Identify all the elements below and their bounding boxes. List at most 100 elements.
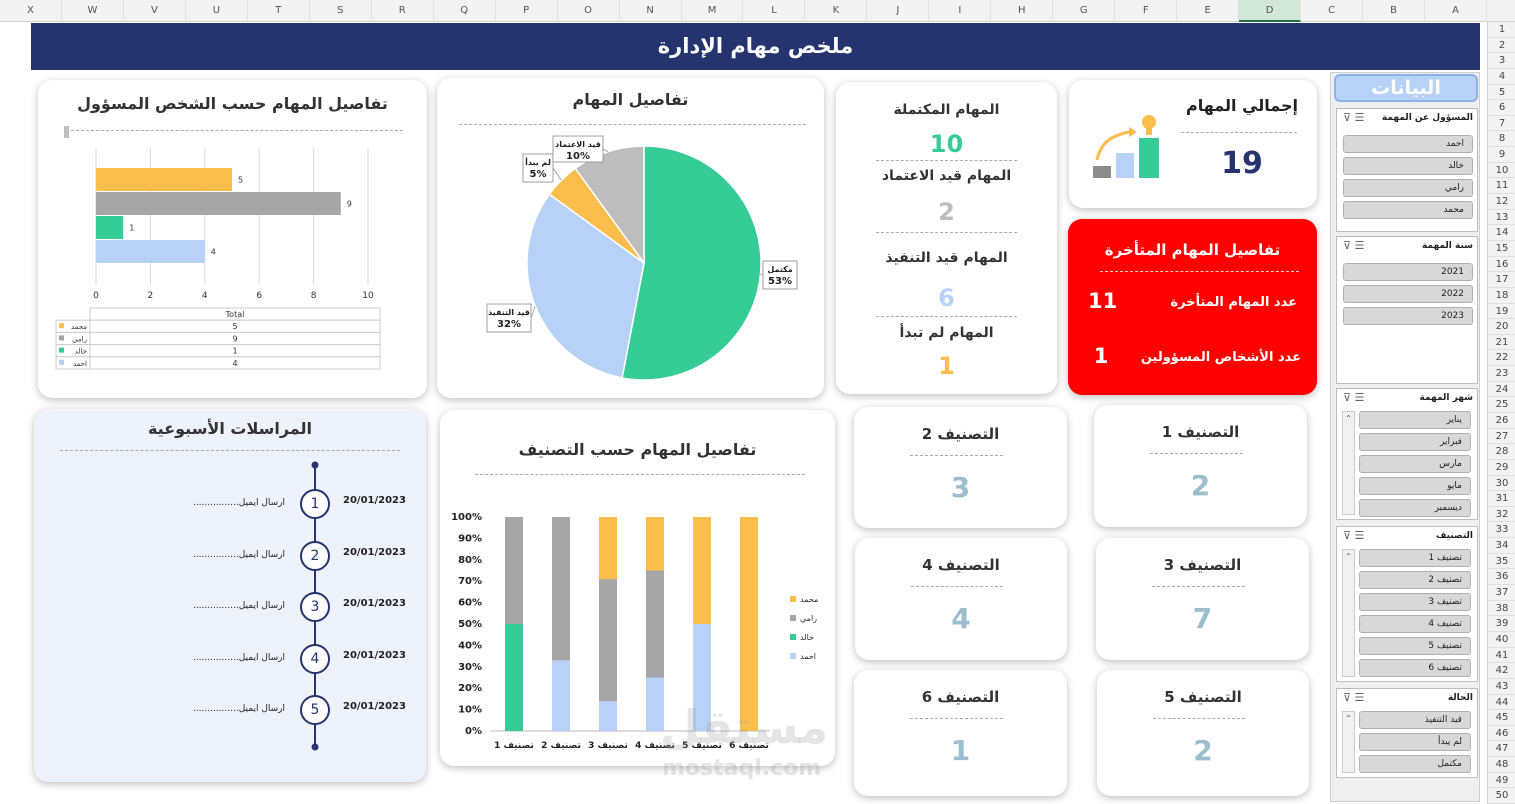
slicer-item[interactable]: مكتمل xyxy=(1359,755,1471,773)
column-header-W[interactable]: W xyxy=(62,0,124,22)
row-header-37[interactable]: 37 xyxy=(1488,585,1515,601)
row-header-26[interactable]: 26 xyxy=(1488,413,1515,429)
slicer-item[interactable]: تصنيف 2 xyxy=(1359,571,1471,589)
row-header-22[interactable]: 22 xyxy=(1488,350,1515,367)
row-header-11[interactable]: 11 xyxy=(1488,178,1515,195)
row-header-25[interactable]: 25 xyxy=(1488,397,1515,413)
row-header-32[interactable]: 32 xyxy=(1488,507,1515,523)
row-header-34[interactable]: 34 xyxy=(1488,538,1515,554)
slicer-item[interactable]: 2021 xyxy=(1343,263,1473,281)
slicer-item[interactable]: تصنيف 3 xyxy=(1359,593,1471,611)
column-header-H[interactable]: H xyxy=(991,0,1054,22)
row-header-9[interactable]: 9 xyxy=(1488,147,1515,163)
slicer-item[interactable]: تصنيف 5 xyxy=(1359,637,1471,655)
slicer-item[interactable]: تصنيف 1 xyxy=(1359,549,1471,567)
slicer-item[interactable]: مارس xyxy=(1359,455,1471,473)
row-header-15[interactable]: 15 xyxy=(1488,241,1515,257)
filter-clear-icon[interactable]: ⊽ ☰ xyxy=(1343,239,1365,252)
row-header-46[interactable]: 46 xyxy=(1488,726,1515,742)
column-header-P[interactable]: P xyxy=(496,0,558,22)
slicer-item[interactable]: تصنيف 4 xyxy=(1359,615,1471,633)
row-header-2[interactable]: 2 xyxy=(1488,38,1515,54)
column-header-D[interactable]: D xyxy=(1239,0,1302,22)
row-header-29[interactable]: 29 xyxy=(1488,460,1515,476)
row-header-21[interactable]: 21 xyxy=(1488,335,1515,351)
row-header-12[interactable]: 12 xyxy=(1488,194,1515,210)
column-header-N[interactable]: N xyxy=(620,0,682,22)
row-header-6[interactable]: 6 xyxy=(1488,100,1515,116)
slicer-item[interactable]: تصنيف 6 xyxy=(1359,659,1471,677)
row-header-5[interactable]: 5 xyxy=(1488,85,1515,101)
column-header-K[interactable]: K xyxy=(805,0,868,22)
row-header-48[interactable]: 48 xyxy=(1488,757,1515,773)
row-header-23[interactable]: 23 xyxy=(1488,366,1515,382)
row-header-27[interactable]: 27 xyxy=(1488,429,1515,445)
scrollbar[interactable]: ⌃ xyxy=(1342,549,1355,677)
row-header-38[interactable]: 38 xyxy=(1488,601,1515,617)
row-header-7[interactable]: 7 xyxy=(1488,116,1515,132)
row-header-3[interactable]: 3 xyxy=(1488,53,1515,69)
column-header-A[interactable]: A xyxy=(1425,0,1487,22)
slicer-item[interactable]: قيد التنفيذ xyxy=(1359,711,1471,729)
row-header-4[interactable]: 4 xyxy=(1488,69,1515,85)
row-header-42[interactable]: 42 xyxy=(1488,663,1515,679)
row-header-50[interactable]: 50 xyxy=(1488,788,1515,804)
filter-clear-icon[interactable]: ⊽ ☰ xyxy=(1343,391,1365,404)
slicer-item[interactable]: فبراير xyxy=(1359,433,1471,451)
row-header-40[interactable]: 40 xyxy=(1488,632,1515,648)
row-header-41[interactable]: 41 xyxy=(1488,648,1515,664)
column-header-S[interactable]: S xyxy=(310,0,372,22)
row-header-44[interactable]: 44 xyxy=(1488,695,1515,711)
column-header-B[interactable]: B xyxy=(1363,0,1426,22)
column-header-M[interactable]: M xyxy=(682,0,744,22)
filter-clear-icon[interactable]: ⊽ ☰ xyxy=(1343,529,1365,542)
filter-clear-icon[interactable]: ⊽ ☰ xyxy=(1343,691,1365,704)
row-header-36[interactable]: 36 xyxy=(1488,569,1515,586)
row-header-13[interactable]: 13 xyxy=(1488,210,1515,226)
column-header-E[interactable]: E xyxy=(1177,0,1240,22)
row-header-33[interactable]: 33 xyxy=(1488,522,1515,539)
column-header-G[interactable]: G xyxy=(1053,0,1116,22)
row-header-47[interactable]: 47 xyxy=(1488,741,1515,758)
slicer-item[interactable]: خالد xyxy=(1343,157,1473,175)
row-header-1[interactable]: 1 xyxy=(1488,22,1515,38)
column-header-I[interactable]: I xyxy=(929,0,992,22)
row-header-14[interactable]: 14 xyxy=(1488,225,1515,241)
column-header-X[interactable]: X xyxy=(0,0,62,22)
row-header-18[interactable]: 18 xyxy=(1488,288,1515,304)
slicer-item[interactable]: مايو xyxy=(1359,477,1471,495)
filter-clear-icon[interactable]: ⊽ ☰ xyxy=(1343,111,1365,124)
scrollbar[interactable]: ⌃ xyxy=(1342,711,1355,773)
column-header-J[interactable]: J xyxy=(867,0,930,22)
slicer-item[interactable]: لم يبدأ xyxy=(1359,733,1471,751)
column-header-T[interactable]: T xyxy=(248,0,310,22)
row-header-24[interactable]: 24 xyxy=(1488,382,1515,398)
slicer-item[interactable]: 2023 xyxy=(1343,307,1473,325)
column-header-L[interactable]: L xyxy=(744,0,806,22)
slicer-item[interactable]: يناير xyxy=(1359,411,1471,429)
row-header-43[interactable]: 43 xyxy=(1488,679,1515,695)
column-header-C[interactable]: C xyxy=(1301,0,1364,22)
slicer-item[interactable]: احمد xyxy=(1343,135,1473,153)
column-header-F[interactable]: F xyxy=(1115,0,1178,22)
slicer-item[interactable]: محمد xyxy=(1343,201,1473,219)
row-header-45[interactable]: 45 xyxy=(1488,710,1515,726)
slicer-item[interactable]: رامي xyxy=(1343,179,1473,197)
row-header-10[interactable]: 10 xyxy=(1488,163,1515,179)
column-header-Q[interactable]: Q xyxy=(434,0,496,22)
row-header-8[interactable]: 8 xyxy=(1488,131,1515,148)
row-header-49[interactable]: 49 xyxy=(1488,773,1515,789)
row-header-39[interactable]: 39 xyxy=(1488,616,1515,632)
row-header-28[interactable]: 28 xyxy=(1488,444,1515,460)
slicer-item[interactable]: 2022 xyxy=(1343,285,1473,303)
row-header-31[interactable]: 31 xyxy=(1488,491,1515,507)
column-header-R[interactable]: R xyxy=(372,0,434,22)
row-header-20[interactable]: 20 xyxy=(1488,319,1515,335)
row-header-17[interactable]: 17 xyxy=(1488,272,1515,288)
column-header-O[interactable]: O xyxy=(558,0,620,22)
slicer-item[interactable]: ديسمبر xyxy=(1359,499,1471,517)
row-header-30[interactable]: 30 xyxy=(1488,476,1515,492)
scrollbar[interactable]: ⌃ xyxy=(1342,411,1355,515)
row-header-19[interactable]: 19 xyxy=(1488,304,1515,320)
column-header-V[interactable]: V xyxy=(124,0,186,22)
